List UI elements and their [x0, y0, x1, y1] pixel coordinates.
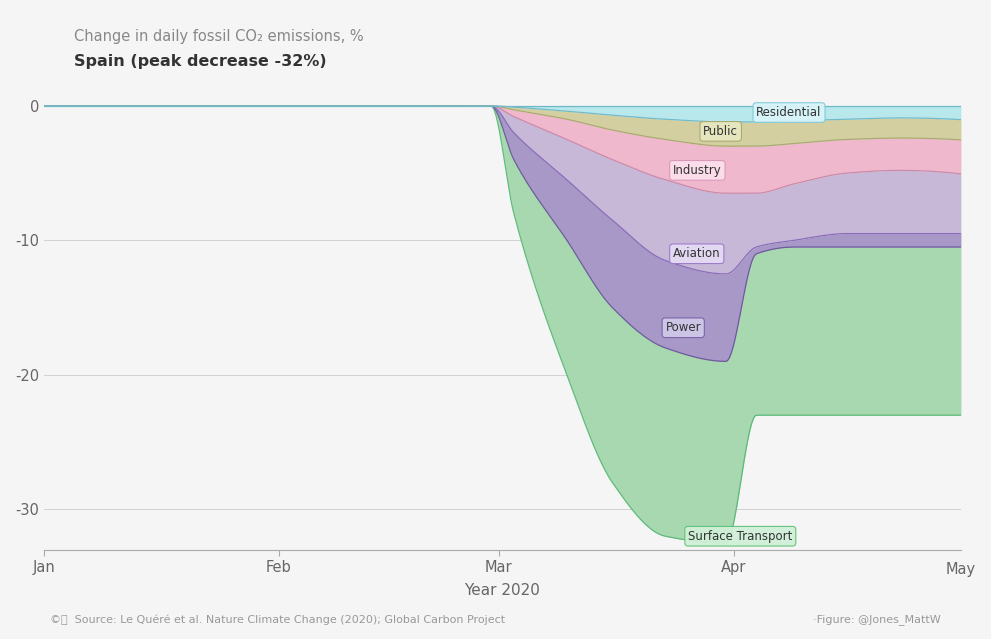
- Text: Residential: Residential: [756, 106, 822, 119]
- Text: ©ⓘ  Source: Le Quéré et al. Nature Climate Change (2020); Global Carbon Project: ©ⓘ Source: Le Quéré et al. Nature Climat…: [50, 615, 504, 625]
- Text: Industry: Industry: [673, 164, 721, 177]
- Text: Aviation: Aviation: [673, 247, 720, 260]
- Text: Surface Transport: Surface Transport: [688, 530, 793, 543]
- Text: Power: Power: [665, 321, 701, 334]
- Text: May: May: [945, 562, 976, 577]
- Text: ·Figure: @Jones_MattW: ·Figure: @Jones_MattW: [813, 614, 940, 625]
- Text: Change in daily fossil CO₂ emissions, %: Change in daily fossil CO₂ emissions, %: [74, 29, 364, 43]
- X-axis label: Year 2020: Year 2020: [465, 583, 540, 599]
- Text: Public: Public: [704, 125, 738, 138]
- Text: Spain (peak decrease -32%): Spain (peak decrease -32%): [74, 54, 327, 69]
